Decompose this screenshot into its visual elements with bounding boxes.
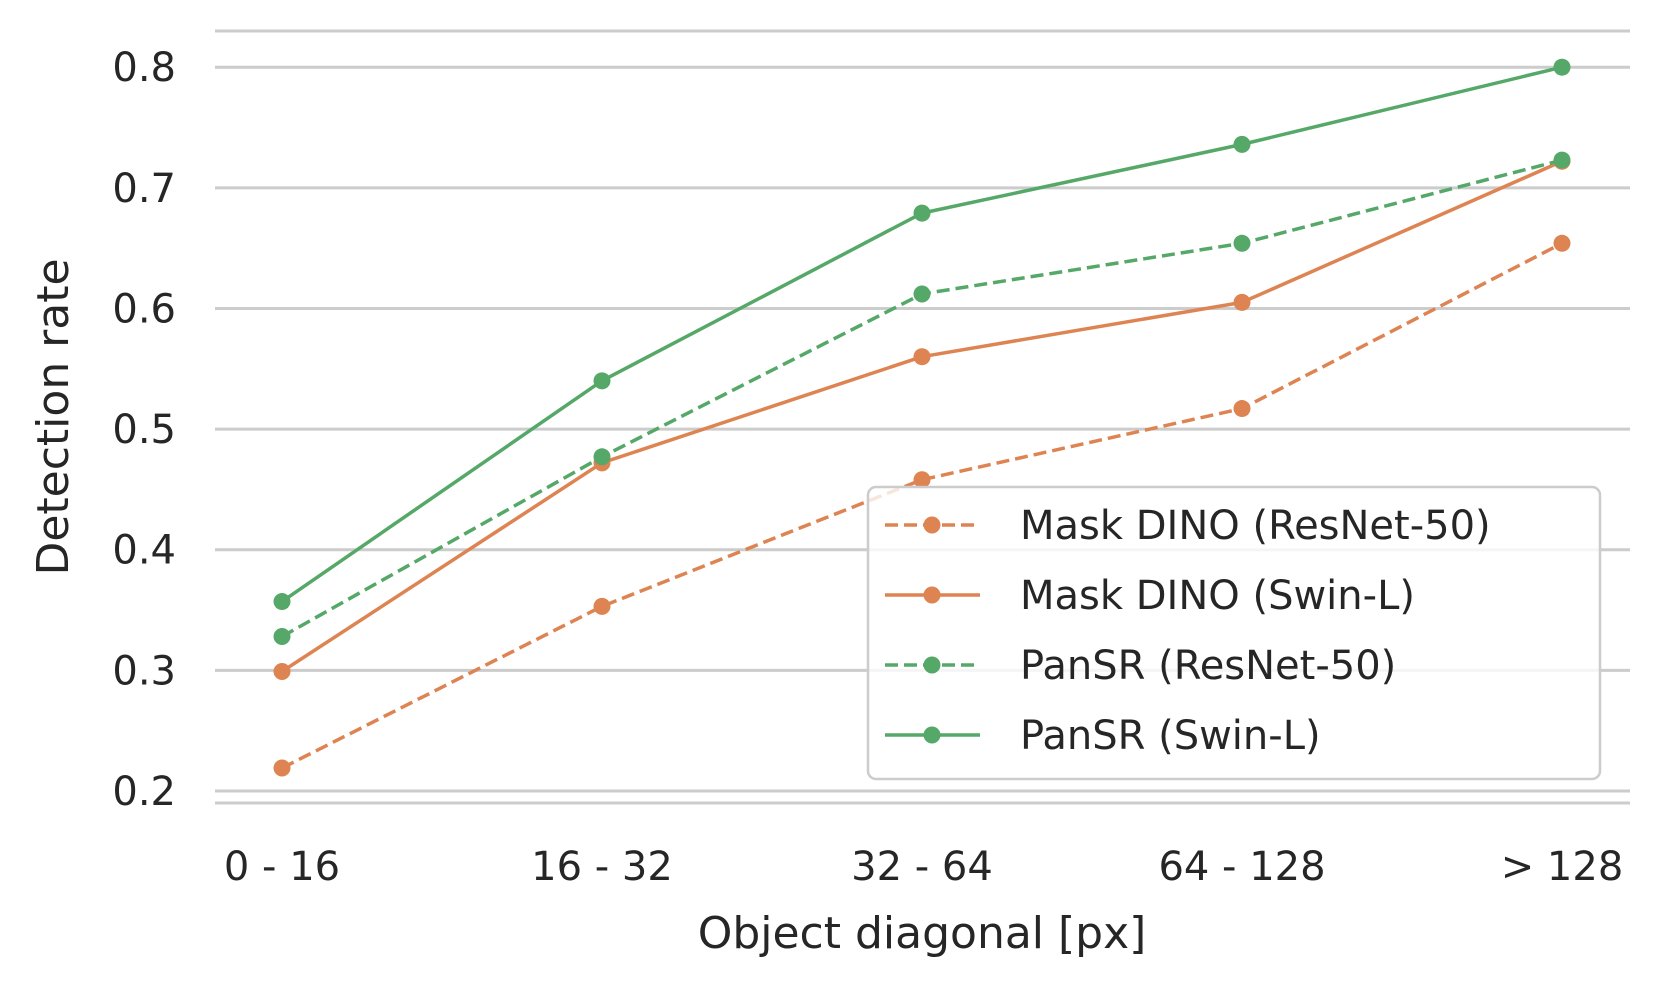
series-line [281, 241, 1563, 770]
legend-item: PanSR (Swin-L) [885, 713, 1321, 759]
data-point [593, 597, 611, 615]
data-point [1553, 234, 1571, 252]
y-tick-label: 0.7 [112, 166, 176, 212]
x-tick-label: 16 - 32 [531, 844, 673, 890]
legend-box [866, 485, 1602, 781]
y-tick-label: 0.8 [112, 45, 176, 91]
y-tick-label: 0.6 [112, 286, 176, 332]
legend-item: Mask DINO (Swin-L) [885, 573, 1415, 619]
data-point [1233, 135, 1251, 153]
legend-item: Mask DINO (ResNet-50) [885, 503, 1491, 549]
legend-label: PanSR (Swin-L) [1020, 713, 1321, 759]
series-lines [273, 58, 1571, 777]
data-point [593, 372, 611, 390]
legend-item: PanSR (ResNet-50) [885, 643, 1396, 689]
data-point [273, 759, 291, 777]
x-tick-label: 32 - 64 [851, 844, 993, 890]
data-point [273, 593, 291, 611]
legend-marker [923, 586, 941, 604]
data-point [1233, 400, 1251, 418]
data-point [273, 663, 291, 681]
series-0 [273, 234, 1571, 777]
y-tick-label: 0.3 [112, 648, 176, 694]
data-point [1553, 151, 1571, 169]
y-tick-label: 0.4 [112, 528, 176, 574]
legend-label: Mask DINO (ResNet-50) [1020, 503, 1491, 549]
legend-marker [923, 726, 941, 744]
y-axis-label: Detection rate [28, 258, 79, 575]
data-point [913, 285, 931, 303]
legend: Mask DINO (ResNet-50) Mask DINO (Swin-L) P… [866, 485, 1602, 781]
x-axis-label: Object diagonal [px] [698, 908, 1147, 959]
data-point [1233, 234, 1251, 252]
series-3 [273, 58, 1571, 611]
data-point [1233, 293, 1251, 311]
x-tick-label: 0 - 16 [224, 844, 340, 890]
x-tick-label: 64 - 128 [1158, 844, 1325, 890]
y-axis-ticks: 0.2 0.3 0.4 0.5 0.6 0.7 0.8 [112, 45, 176, 815]
legend-label: Mask DINO (Swin-L) [1020, 573, 1415, 619]
legend-marker [923, 516, 941, 534]
x-tick-label: > 128 [1501, 844, 1624, 890]
series-2 [273, 151, 1571, 646]
y-tick-label: 0.5 [112, 407, 176, 453]
legend-marker [923, 656, 941, 674]
x-axis-ticks: 0 - 16 16 - 32 32 - 64 64 - 128 > 128 [224, 844, 1623, 890]
data-point [1553, 58, 1571, 76]
legend-label: PanSR (ResNet-50) [1020, 643, 1396, 689]
data-point [273, 628, 291, 646]
data-point [913, 348, 931, 366]
y-tick-label: 0.2 [112, 769, 176, 815]
data-point [593, 448, 611, 466]
data-point [913, 471, 931, 489]
data-point [913, 204, 931, 222]
